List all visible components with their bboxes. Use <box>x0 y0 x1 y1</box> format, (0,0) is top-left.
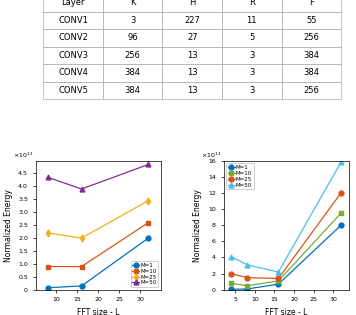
Line: M=25: M=25 <box>229 191 344 281</box>
M=10 <box>46 265 50 268</box>
Line: M=1: M=1 <box>46 236 151 290</box>
M=1 <box>229 288 234 291</box>
M=1 <box>46 286 50 289</box>
Y-axis label: Normalized Energy: Normalized Energy <box>4 189 12 262</box>
Text: $\times10^{11}$: $\times10^{11}$ <box>13 151 33 160</box>
Legend: M=1, M=10, M=25, M=50: M=1, M=10, M=25, M=50 <box>131 261 158 287</box>
Line: M=25: M=25 <box>46 198 151 241</box>
M=25 <box>79 236 84 240</box>
Line: M=50: M=50 <box>229 160 344 274</box>
M=10 <box>229 281 234 285</box>
X-axis label: FFT size - L: FFT size - L <box>265 308 308 315</box>
M=50 <box>276 270 281 274</box>
M=1 <box>79 284 84 288</box>
Legend: M=1, M=10, M=25, M=50: M=1, M=10, M=25, M=50 <box>226 163 254 189</box>
M=10 <box>276 279 281 283</box>
M=50 <box>79 187 84 191</box>
M=50 <box>339 160 343 164</box>
Line: M=1: M=1 <box>229 223 344 292</box>
Y-axis label: Normalized Energy: Normalized Energy <box>194 189 203 262</box>
M=25 <box>339 191 343 195</box>
M=10 <box>79 265 84 268</box>
M=25 <box>245 276 249 280</box>
M=50 <box>245 263 249 267</box>
M=10 <box>146 221 151 225</box>
Line: M=10: M=10 <box>229 211 344 288</box>
M=1 <box>276 282 281 286</box>
M=50 <box>146 163 151 166</box>
M=10 <box>339 211 343 215</box>
M=25 <box>146 199 151 203</box>
M=1 <box>339 223 343 227</box>
M=25 <box>229 272 234 276</box>
Text: $\times10^{11}$: $\times10^{11}$ <box>201 151 221 160</box>
M=1 <box>245 287 249 291</box>
M=25 <box>46 231 50 235</box>
M=10 <box>245 284 249 288</box>
Line: M=10: M=10 <box>46 220 151 269</box>
M=50 <box>46 175 50 179</box>
M=25 <box>276 277 281 280</box>
X-axis label: FFT size - L: FFT size - L <box>77 308 120 315</box>
M=50 <box>229 255 234 259</box>
Line: M=50: M=50 <box>46 162 151 192</box>
M=1 <box>146 236 151 240</box>
